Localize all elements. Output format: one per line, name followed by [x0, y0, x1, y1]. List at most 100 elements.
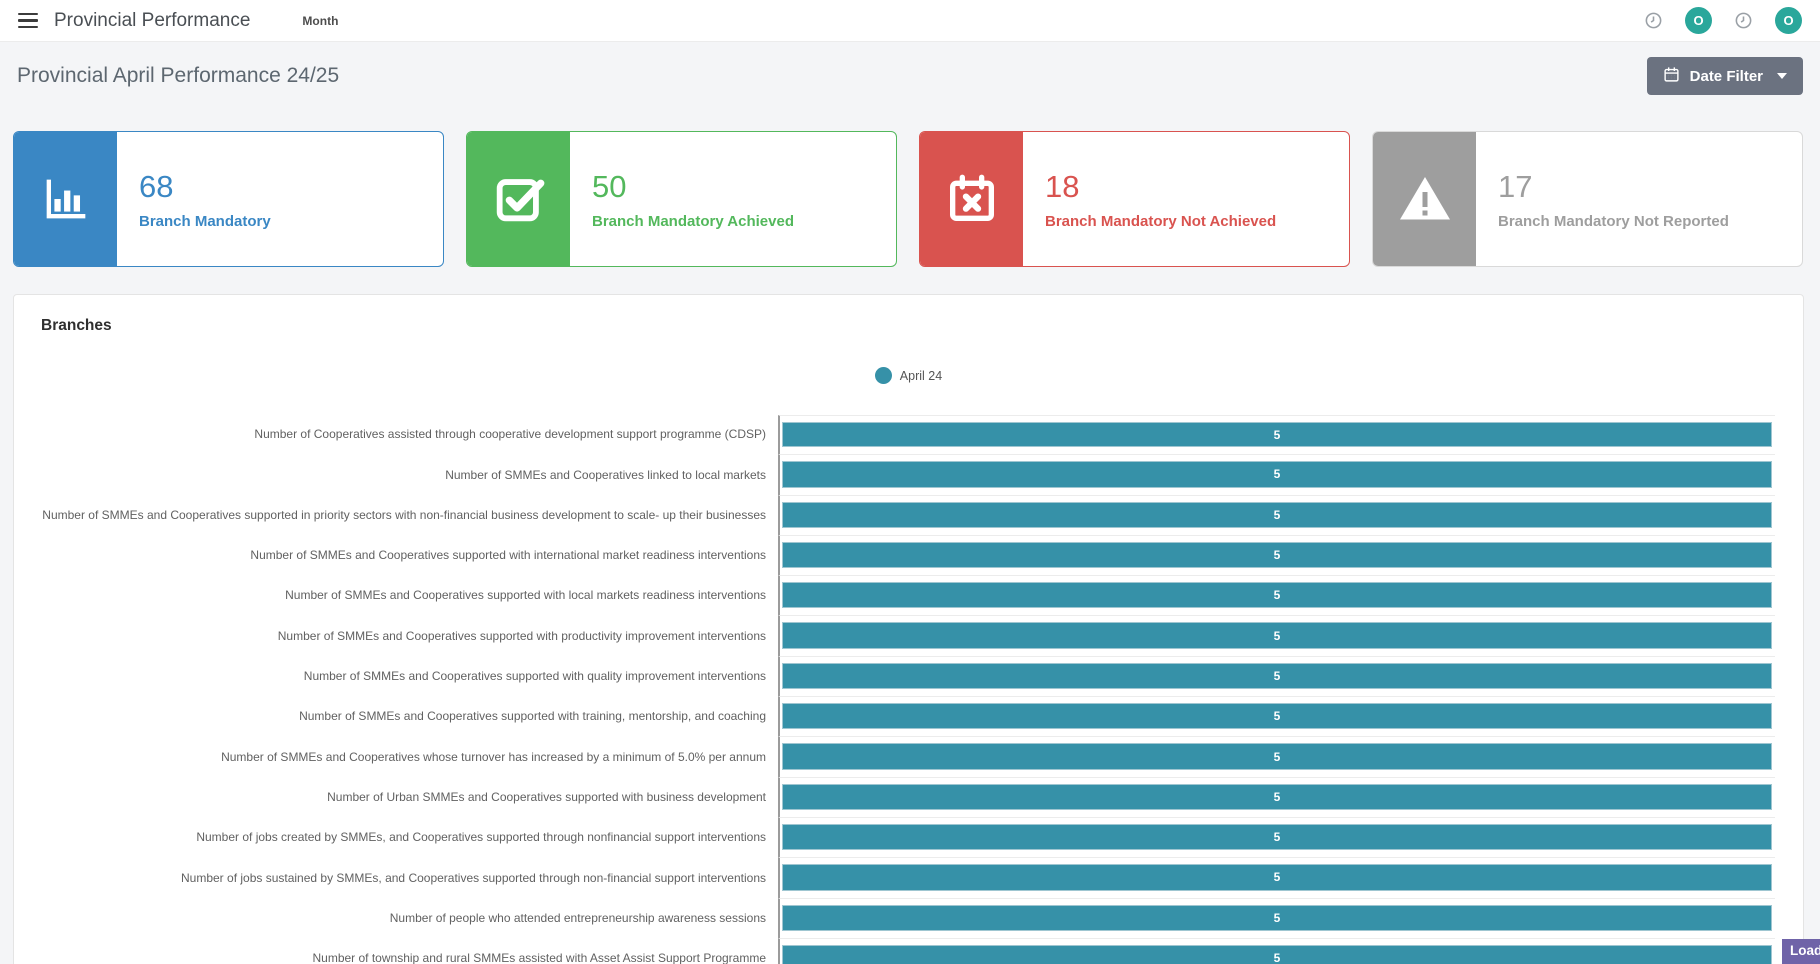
chart-bar-value: 5 — [1273, 830, 1281, 845]
loading-badge: Loading — [1782, 939, 1820, 964]
chart-category-label: Number of Urban SMMEs and Cooperatives s… — [327, 790, 766, 804]
avatar[interactable]: O — [1775, 7, 1802, 34]
chart-category-label: Number of jobs sustained by SMMEs, and C… — [181, 871, 766, 885]
chart-category-label: Number of SMMEs and Cooperatives support… — [303, 670, 766, 684]
avatar[interactable]: O — [1685, 7, 1712, 34]
chart-row: Number of SMMEs and Cooperatives whose t… — [30, 737, 1775, 778]
stat-card-branch-mandatory-achieved[interactable]: 50 Branch Mandatory Achieved — [466, 131, 897, 267]
chevron-down-icon — [1777, 73, 1787, 79]
stat-card-branch-mandatory-not-achieved[interactable]: 18 Branch Mandatory Not Achieved — [919, 131, 1350, 267]
stat-label: Branch Mandatory Achieved — [592, 212, 794, 230]
chart-bar-value: 5 — [1273, 668, 1281, 683]
chart-row: Number of SMMEs and Cooperatives support… — [30, 535, 1775, 577]
chart-row: Number of SMMEs and Cooperatives support… — [30, 576, 1775, 617]
page-header: Provincial April Performance 24/25 Date … — [0, 42, 1820, 110]
page-title: Provincial April Performance 24/25 — [17, 64, 340, 87]
chart-category-label: Number of SMMEs and Cooperatives whose t… — [221, 750, 766, 764]
clock-icon[interactable] — [1734, 11, 1753, 30]
chart-row: Number of SMMEs and Cooperatives linked … — [30, 455, 1775, 496]
chart-bar[interactable]: 5 — [782, 541, 1772, 569]
date-filter-label: Date Filter — [1689, 67, 1763, 85]
chart-bar-track: 5 — [778, 656, 1775, 698]
chart-bar[interactable]: 5 — [782, 904, 1772, 931]
chart-bar[interactable]: 5 — [782, 944, 1772, 964]
legend-label: April 24 — [899, 368, 943, 383]
chart-bar[interactable]: 5 — [782, 501, 1772, 528]
chart-bar-value: 5 — [1273, 789, 1281, 804]
chart-category-label: Number of SMMEs and Cooperatives support… — [250, 549, 766, 563]
chart-bar-track: 5 — [778, 455, 1775, 496]
warning-triangle-icon — [1373, 132, 1476, 266]
chart-bar-value: 5 — [1273, 951, 1281, 964]
clock-icon[interactable] — [1644, 11, 1663, 30]
stat-value: 17 — [1498, 168, 1533, 204]
chart-category-label: Number of township and rural SMMEs assis… — [312, 952, 766, 964]
chart-bar-value: 5 — [1273, 588, 1281, 603]
chart-bar-value: 5 — [1273, 870, 1281, 885]
chart-legend[interactable]: April 24 — [14, 367, 1803, 384]
stat-value: 18 — [1045, 168, 1080, 204]
chart-bar-track: 5 — [778, 817, 1775, 859]
stat-card-branch-mandatory-not-reported[interactable]: 17 Branch Mandatory Not Reported — [1372, 131, 1803, 267]
chart-bar[interactable]: 5 — [782, 422, 1772, 448]
chart-bar-value: 5 — [1273, 467, 1281, 482]
chart-category-label: Number of jobs created by SMMEs, and Coo… — [196, 831, 766, 845]
chart-row: Number of jobs sustained by SMMEs, and C… — [30, 858, 1775, 899]
chart-bar[interactable]: 5 — [782, 864, 1772, 891]
chart-bar-track: 5 — [778, 616, 1775, 657]
top-bar: Provincial Performance Month O O — [0, 0, 1820, 42]
chart-bar[interactable]: 5 — [782, 783, 1772, 810]
branches-bar-chart: Number of Cooperatives assisted through … — [30, 415, 1775, 964]
menu-icon[interactable] — [18, 12, 38, 29]
chart-bar[interactable]: 5 — [782, 662, 1772, 690]
chart-row: Number of SMMEs and Cooperatives support… — [30, 697, 1775, 738]
chart-bar[interactable]: 5 — [782, 582, 1772, 609]
stat-card-branch-mandatory[interactable]: 68 Branch Mandatory — [13, 131, 444, 267]
chart-row: Number of Cooperatives assisted through … — [30, 415, 1775, 456]
chart-bar[interactable]: 5 — [782, 461, 1772, 488]
chart-category-label: Number of people who attended entreprene… — [389, 911, 766, 925]
chart-bar-track: 5 — [778, 535, 1775, 577]
stat-label: Branch Mandatory Not Achieved — [1045, 212, 1277, 230]
calendar-x-icon — [920, 132, 1023, 266]
chart-bar-track: 5 — [778, 858, 1775, 899]
nav-month-label[interactable]: Month — [302, 13, 339, 28]
chart-bar-value: 5 — [1273, 910, 1281, 925]
stat-cards-row: 68 Branch Mandatory 50 Branch Mandatory … — [13, 131, 1803, 267]
chart-bar-track: 5 — [778, 898, 1775, 939]
chart-row: Number of SMMEs and Cooperatives support… — [30, 616, 1775, 657]
chart-bar-value: 5 — [1273, 507, 1281, 522]
app-title: Provincial Performance — [54, 9, 251, 31]
chart-bar-track: 5 — [778, 737, 1775, 778]
chart-bar-value: 5 — [1273, 548, 1281, 563]
chart-row: Number of SMMEs and Cooperatives support… — [30, 656, 1775, 698]
chart-bar-value: 5 — [1273, 628, 1281, 643]
chart-row: Number of SMMEs and Cooperatives support… — [30, 495, 1775, 536]
chart-category-label: Number of Cooperatives assisted through … — [254, 428, 766, 442]
legend-dot-icon — [874, 367, 892, 384]
date-filter-button[interactable]: Date Filter — [1646, 57, 1803, 95]
chart-bar-track: 5 — [778, 576, 1775, 617]
chart-bar-track: 5 — [778, 415, 1775, 456]
chart-bar[interactable]: 5 — [782, 743, 1772, 770]
chart-category-label: Number of SMMEs and Cooperatives support… — [285, 589, 766, 603]
chart-bar-track: 5 — [778, 777, 1775, 818]
chart-bar-track: 5 — [778, 697, 1775, 738]
bar-chart-icon — [14, 132, 117, 266]
panel-title: Branches — [41, 317, 112, 334]
chart-row: Number of township and rural SMMEs assis… — [30, 938, 1775, 964]
chart-bar[interactable]: 5 — [782, 622, 1772, 649]
stat-label: Branch Mandatory — [139, 212, 271, 230]
calendar-icon — [1663, 66, 1680, 87]
chart-row: Number of jobs created by SMMEs, and Coo… — [30, 817, 1775, 859]
chart-bar-track: 5 — [778, 495, 1775, 536]
chart-category-label: Number of SMMEs and Cooperatives support… — [299, 710, 766, 724]
chart-bar[interactable]: 5 — [782, 703, 1772, 730]
chart-bar-value: 5 — [1273, 709, 1281, 724]
chart-bar[interactable]: 5 — [782, 823, 1772, 851]
stat-value: 50 — [592, 168, 627, 204]
stat-value: 68 — [139, 168, 174, 204]
chart-category-label: Number of SMMEs and Cooperatives support… — [42, 508, 766, 522]
stat-label: Branch Mandatory Not Reported — [1498, 212, 1729, 230]
chart-row: Number of people who attended entreprene… — [30, 898, 1775, 939]
